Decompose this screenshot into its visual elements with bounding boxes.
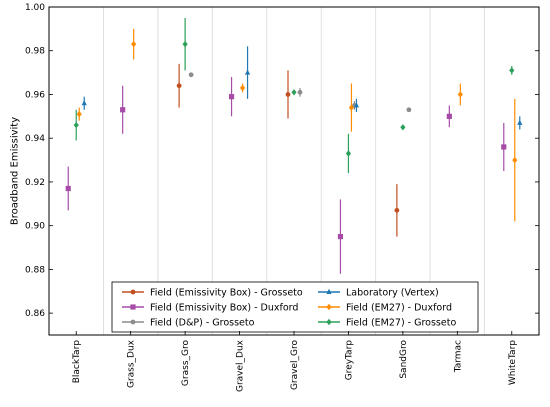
- x-tick-label-grass-gro: Grass_Gro: [181, 340, 191, 387]
- data-point-grass-gro: [188, 72, 194, 78]
- legend-marker: [326, 288, 332, 294]
- y-tick-label: 0.94: [25, 134, 45, 144]
- y-axis: 0.86 0.88 0.90 0.92 0.94 0.96 0.98 1.00: [25, 3, 539, 319]
- data-point-greytarp: [337, 234, 344, 240]
- series-field-em27-duxford: [76, 28, 518, 222]
- x-tick-label-tarmac: Tarmac: [453, 340, 463, 373]
- x-tick-label-sandgro: SandGro: [399, 340, 409, 379]
- legend-label: Field (EM27) - Duxford: [346, 303, 452, 314]
- data-point-gravel-dux: [239, 84, 246, 92]
- data-point-gravel-dux: [244, 69, 251, 75]
- y-tick-label: 0.98: [25, 47, 45, 57]
- data-point-sandgro: [406, 107, 412, 113]
- legend-box: [111, 281, 479, 333]
- y-tick-label: 0.86: [25, 309, 45, 319]
- data-point-whitetarp: [512, 156, 518, 164]
- data-point-grass-dux: [131, 40, 137, 48]
- data-point-grass-gro: [182, 40, 188, 48]
- legend-marker: [326, 303, 332, 311]
- series-field-emissivity-box-duxford: [65, 76, 507, 274]
- legend-marker: [130, 319, 136, 325]
- y-tick-label: 1.00: [25, 3, 45, 13]
- data-point-blacktarp: [65, 185, 71, 192]
- data-point-blacktarp: [81, 100, 87, 106]
- series-field-emissivity-box-grosseto: [176, 63, 400, 237]
- legend-item-field-em27-duxford: Field (EM27) - Duxford: [318, 303, 452, 314]
- x-axis: BlackTarp Grass_Dux Grass_Gro Gravel_Dux Gra…: [72, 331, 518, 392]
- data-point-greytarp: [353, 102, 360, 108]
- data-point-sandgro: [400, 124, 406, 131]
- legend-label: Field (Emissivity Box) - Duxford: [150, 303, 298, 314]
- data-point-grass-dux: [120, 107, 126, 113]
- legend-item-laboratory-vertex: Laboratory (Vertex): [318, 288, 439, 299]
- x-tick-label-grass-dux: Grass_Dux: [127, 339, 137, 388]
- data-point-whitetarp: [509, 67, 515, 74]
- data-point-tarmac: [446, 113, 452, 119]
- data-point-gravel-gro: [285, 92, 291, 97]
- data-point-greytarp: [348, 104, 355, 111]
- legend-item-field-emissivity-box-duxford: Field (Emissivity Box) - Duxford: [122, 303, 298, 314]
- series-layer: [65, 17, 523, 274]
- series-laboratory-vertex: [81, 46, 523, 130]
- legend-item-field-em27-grosseto: Field (EM27) - Grosseto: [318, 318, 456, 329]
- x-tick-label-gravel-gro: Gravel_Gro: [290, 340, 300, 391]
- y-tick-label: 0.88: [25, 265, 45, 275]
- data-point-gravel-dux: [228, 94, 235, 100]
- series-field-d-p-grosseto: [188, 72, 412, 113]
- legend-item-field-d-p-grosseto: Field (D&P) - Grosseto: [122, 318, 255, 329]
- data-point-gravel-gro: [297, 89, 303, 95]
- data-point-whitetarp: [517, 119, 523, 125]
- data-point-blacktarp: [73, 121, 79, 129]
- data-point-greytarp: [345, 150, 352, 157]
- legend-item-field-emissivity-box-grosseto: Field (Emissivity Box) - Grosseto: [122, 288, 303, 299]
- legend-label: Field (D&P) - Grosseto: [150, 318, 255, 329]
- data-point-gravel-gro: [291, 89, 297, 96]
- legend: Field (Emissivity Box) - Grosseto Laborat…: [111, 281, 479, 333]
- data-point-blacktarp: [76, 110, 82, 118]
- legend-marker: [130, 289, 136, 295]
- category-separators: [103, 7, 485, 335]
- x-tick-label-blacktarp: BlackTarp: [72, 340, 82, 384]
- legend-label: Field (Emissivity Box) - Grosseto: [150, 288, 303, 299]
- data-point-tarmac: [457, 91, 463, 98]
- data-point-grass-gro: [176, 83, 182, 89]
- y-tick-label: 0.92: [25, 178, 45, 188]
- y-axis-title: Broadband Emissivity: [10, 117, 21, 225]
- data-point-sandgro: [394, 207, 400, 213]
- x-tick-label-greytarp: GreyTarp: [344, 340, 354, 381]
- legend-marker: [326, 318, 332, 326]
- data-point-whitetarp: [501, 144, 507, 150]
- y-tick-label: 0.90: [25, 222, 45, 232]
- x-tick-label-whitetarp: WhiteTarp: [508, 340, 518, 385]
- y-tick-label: 0.96: [25, 90, 45, 100]
- x-tick-label-gravel-dux: Gravel_Dux: [236, 339, 246, 392]
- legend-label: Field (EM27) - Grosseto: [346, 318, 456, 329]
- series-field-em27-grosseto: [73, 17, 515, 174]
- legend-marker: [130, 304, 136, 310]
- legend-label: Laboratory (Vertex): [346, 288, 439, 299]
